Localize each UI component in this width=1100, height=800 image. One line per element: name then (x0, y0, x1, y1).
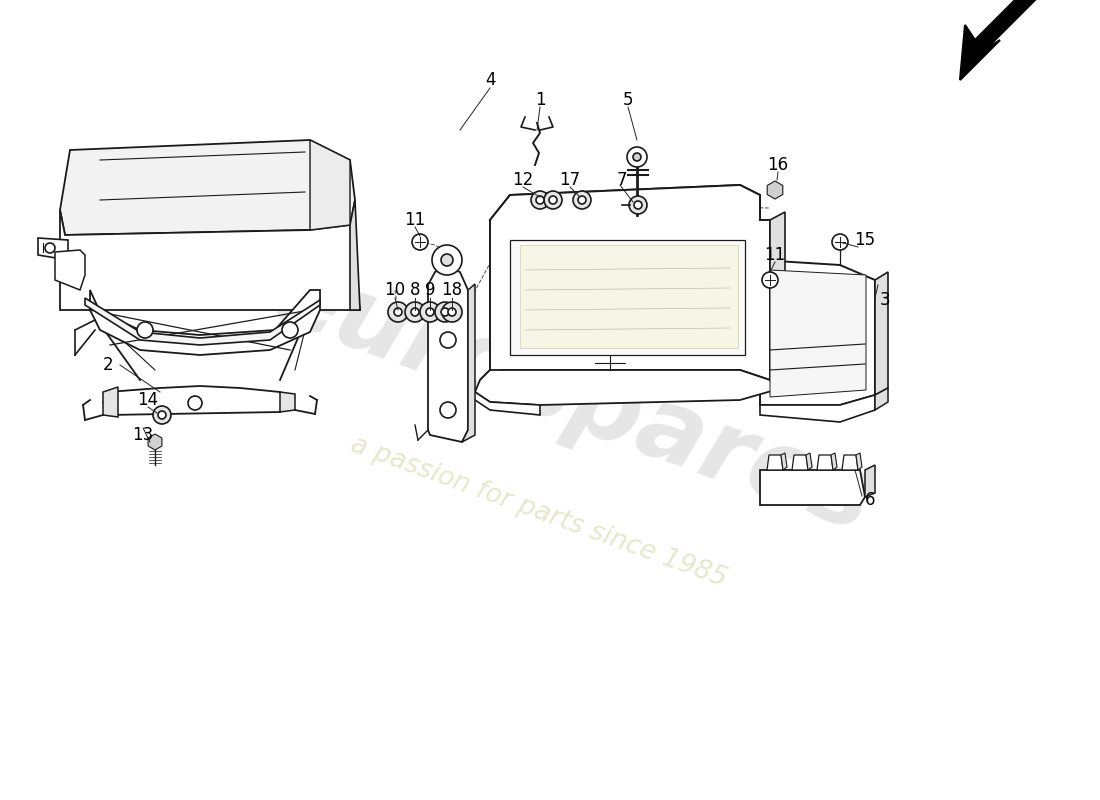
Polygon shape (781, 453, 786, 470)
Polygon shape (480, 185, 770, 380)
Circle shape (138, 322, 153, 338)
Circle shape (549, 196, 557, 204)
Polygon shape (280, 392, 295, 412)
Circle shape (544, 191, 562, 209)
Polygon shape (767, 181, 783, 199)
Polygon shape (874, 388, 888, 410)
Polygon shape (830, 453, 837, 470)
Text: 5: 5 (623, 91, 634, 109)
Polygon shape (792, 455, 808, 470)
Circle shape (832, 234, 848, 250)
Polygon shape (39, 238, 68, 260)
Circle shape (627, 147, 647, 167)
Text: 17: 17 (560, 171, 581, 189)
Polygon shape (428, 267, 468, 442)
Polygon shape (770, 372, 790, 390)
Circle shape (282, 322, 298, 338)
Circle shape (573, 191, 591, 209)
Circle shape (632, 153, 641, 161)
Circle shape (158, 411, 166, 419)
Polygon shape (60, 140, 355, 235)
Circle shape (394, 308, 402, 316)
Polygon shape (103, 386, 285, 415)
Circle shape (531, 191, 549, 209)
Polygon shape (460, 380, 540, 415)
Text: 13: 13 (132, 426, 154, 444)
Polygon shape (767, 455, 783, 470)
Circle shape (405, 302, 425, 322)
Circle shape (629, 196, 647, 214)
Text: 4: 4 (485, 71, 495, 89)
Circle shape (441, 308, 449, 316)
Polygon shape (350, 200, 360, 310)
Polygon shape (817, 455, 833, 470)
Text: 12: 12 (513, 171, 534, 189)
Circle shape (442, 302, 462, 322)
Polygon shape (770, 212, 785, 380)
Text: 10: 10 (384, 281, 406, 299)
Text: 8: 8 (409, 281, 420, 299)
Circle shape (441, 254, 453, 266)
Text: 15: 15 (855, 231, 876, 249)
Text: 18: 18 (441, 281, 463, 299)
Circle shape (411, 308, 419, 316)
Circle shape (536, 196, 544, 204)
Polygon shape (148, 434, 162, 450)
Polygon shape (760, 395, 874, 422)
Text: 11: 11 (764, 246, 785, 264)
Polygon shape (462, 284, 475, 442)
Circle shape (434, 302, 455, 322)
Circle shape (153, 406, 170, 424)
Polygon shape (842, 455, 858, 470)
Polygon shape (874, 272, 888, 395)
Polygon shape (475, 370, 776, 405)
Polygon shape (85, 298, 320, 345)
Circle shape (420, 302, 440, 322)
Polygon shape (55, 250, 85, 290)
Polygon shape (90, 290, 320, 355)
Text: eurospares: eurospares (258, 246, 886, 554)
Text: 16: 16 (768, 156, 789, 174)
Polygon shape (760, 470, 865, 505)
Polygon shape (310, 140, 350, 230)
Polygon shape (103, 387, 118, 417)
Polygon shape (806, 453, 812, 470)
Circle shape (440, 402, 456, 418)
Circle shape (448, 308, 456, 316)
Polygon shape (960, 0, 1055, 80)
Text: 9: 9 (425, 281, 436, 299)
Circle shape (426, 308, 434, 316)
Text: 11: 11 (405, 211, 426, 229)
Text: 6: 6 (865, 491, 876, 509)
Circle shape (188, 396, 202, 410)
Polygon shape (490, 185, 760, 230)
Text: 14: 14 (138, 391, 158, 409)
Polygon shape (510, 240, 745, 355)
Text: 7: 7 (617, 171, 627, 189)
Text: 2: 2 (102, 356, 113, 374)
Polygon shape (865, 465, 874, 497)
Circle shape (440, 332, 456, 348)
Circle shape (762, 272, 778, 288)
Circle shape (578, 196, 586, 204)
Polygon shape (770, 270, 866, 397)
Circle shape (412, 234, 428, 250)
Text: 3: 3 (880, 291, 890, 309)
Polygon shape (760, 260, 874, 405)
Circle shape (634, 201, 642, 209)
Text: a passion for parts since 1985: a passion for parts since 1985 (348, 432, 730, 592)
Polygon shape (60, 210, 360, 310)
Circle shape (45, 243, 55, 253)
Polygon shape (856, 453, 862, 470)
Polygon shape (520, 245, 738, 348)
Circle shape (432, 245, 462, 275)
Circle shape (388, 302, 408, 322)
Text: 1: 1 (535, 91, 546, 109)
